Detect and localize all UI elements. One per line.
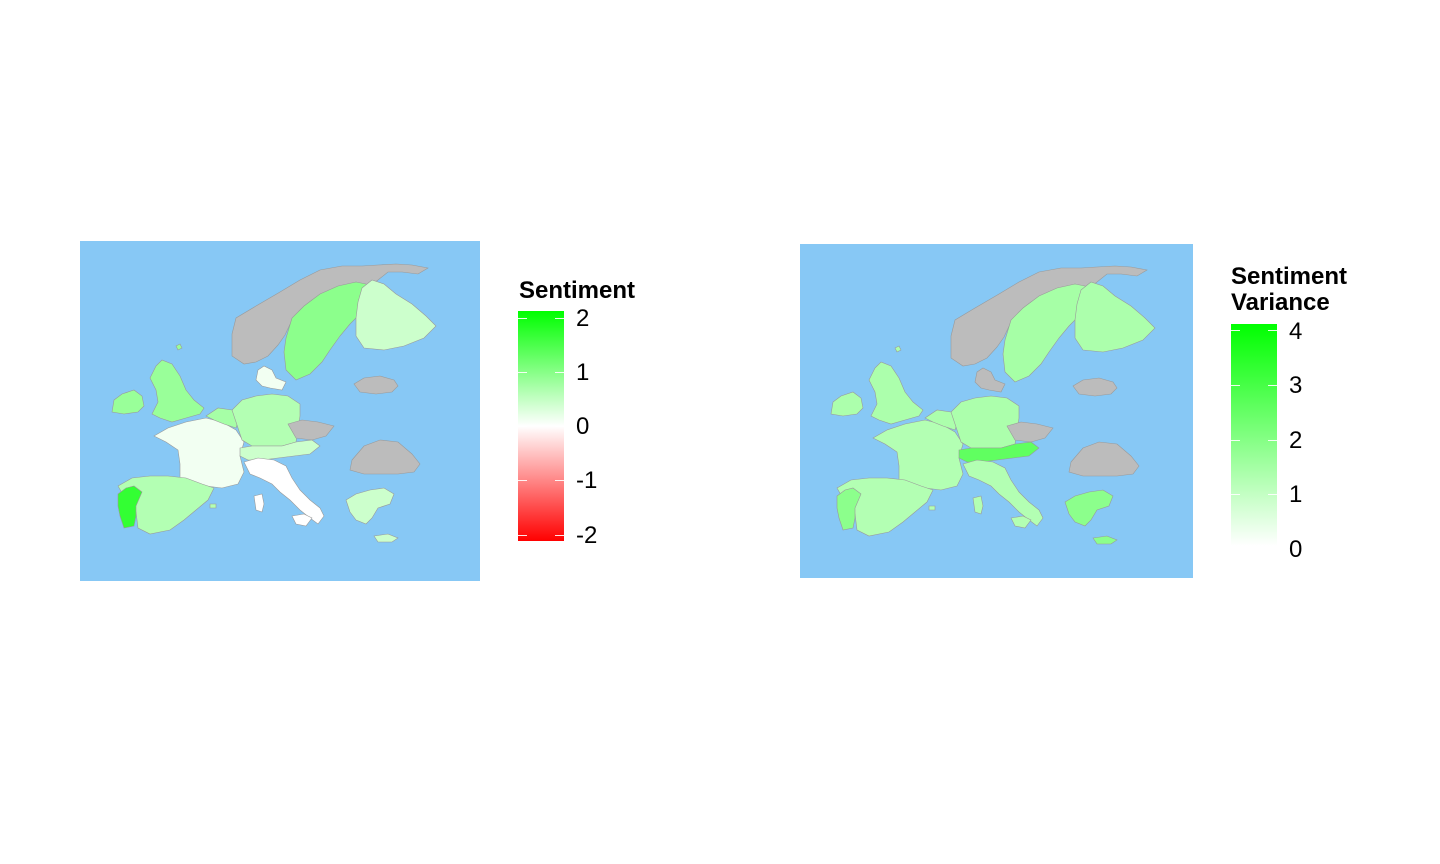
- sentiment-map: [111, 263, 437, 543]
- country-romania: [1068, 441, 1140, 477]
- island-greece: [373, 533, 399, 543]
- variance-legend-title: Sentiment Variance: [1231, 263, 1348, 316]
- country-italy: [243, 457, 325, 525]
- sentiment-tick-label: 0: [576, 413, 590, 440]
- country-uk: [868, 361, 924, 425]
- country-uk: [149, 359, 205, 423]
- sentiment-legend-title: Sentiment: [519, 277, 636, 304]
- country-italy: [962, 459, 1044, 527]
- country-spain: [836, 477, 934, 537]
- country-greece: [345, 487, 395, 525]
- country-romania: [349, 439, 421, 475]
- sentiment-tick-mark: [518, 318, 527, 319]
- country-sicily: [1010, 515, 1032, 529]
- country-czechia: [287, 419, 335, 441]
- variance-tick-mark: [1231, 385, 1240, 386]
- country-denmark: [255, 365, 287, 391]
- island-spain: [209, 503, 217, 509]
- variance-tick-mark: [1231, 494, 1240, 495]
- country-norway: [950, 265, 1148, 367]
- country-finland: [1074, 281, 1156, 353]
- country-denmark: [974, 367, 1006, 393]
- island-uk: [894, 345, 902, 353]
- sentiment-tick-label: 2: [576, 305, 590, 332]
- variance-tick-mark: [1268, 385, 1277, 386]
- sentiment-tick-label: -2: [576, 522, 598, 549]
- sentiment-tick-mark: [555, 535, 564, 536]
- country-baltic: [353, 375, 399, 395]
- variance-map: [830, 265, 1156, 545]
- variance-tick-label: 4: [1289, 318, 1303, 345]
- country-baltic: [1072, 377, 1118, 397]
- sentiment-tick-mark: [555, 426, 564, 427]
- sentiment-tick-mark: [518, 535, 527, 536]
- country-finland: [355, 279, 437, 351]
- sentiment-tick-mark: [555, 318, 564, 319]
- sentiment-map-panel: Sentiment 2 1 0 -1 -2: [80, 241, 636, 581]
- country-portugal: [836, 487, 862, 531]
- country-germany: [231, 393, 301, 447]
- country-ireland: [111, 389, 145, 415]
- variance-map-panel: Sentiment Variance 4 3 2 1 0: [720, 0, 1440, 864]
- sentiment-tick-label: -1: [576, 467, 598, 494]
- variance-colorbar: [1231, 324, 1277, 546]
- sentiment-tick-mark: [555, 372, 564, 373]
- country-spain: [117, 475, 215, 535]
- country-czechia: [1006, 421, 1054, 443]
- variance-tick-label: 0: [1289, 536, 1303, 563]
- sentiment-tick-mark: [555, 480, 564, 481]
- variance-tick-label: 2: [1289, 427, 1303, 454]
- variance-tick-mark: [1268, 330, 1277, 331]
- sentiment-tick-mark: [518, 372, 527, 373]
- sentiment-tick-mark: [518, 480, 527, 481]
- variance-tick-label: 1: [1289, 481, 1303, 508]
- sentiment-tick-label: 1: [576, 359, 590, 386]
- country-sicily: [291, 513, 313, 527]
- country-sardinia: [972, 495, 984, 515]
- variance-tick-mark: [1268, 494, 1277, 495]
- variance-tick-mark: [1268, 440, 1277, 441]
- country-ireland: [830, 391, 864, 417]
- country-france: [153, 417, 245, 489]
- island-spain: [928, 505, 936, 511]
- variance-tick-mark: [1231, 330, 1240, 331]
- country-france: [872, 419, 964, 491]
- country-sardinia: [253, 493, 265, 513]
- variance-tick-label: 3: [1289, 372, 1303, 399]
- country-portugal: [117, 485, 143, 529]
- country-germany: [950, 395, 1020, 449]
- island-greece: [1092, 535, 1118, 545]
- country-norway: [231, 263, 429, 365]
- variance-tick-mark: [1231, 440, 1240, 441]
- sentiment-tick-mark: [518, 426, 527, 427]
- country-greece: [1064, 489, 1114, 527]
- island-uk: [175, 343, 183, 351]
